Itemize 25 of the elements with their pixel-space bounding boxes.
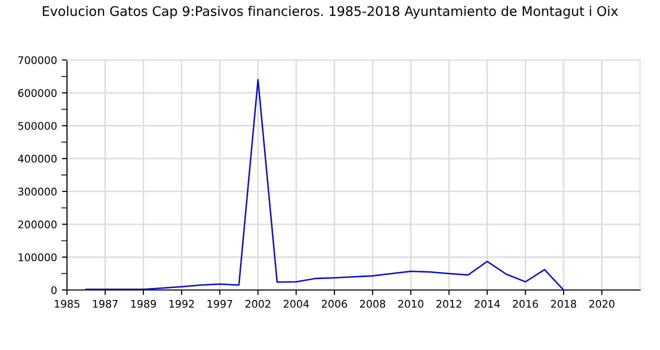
y-tick-label: 600000 bbox=[18, 89, 57, 97]
x-tick-label: 1985 bbox=[54, 300, 80, 308]
x-tick-label: 2012 bbox=[436, 300, 462, 308]
x-tick-label: 1987 bbox=[93, 300, 118, 308]
y-tick-label: 0 bbox=[51, 286, 57, 294]
y-tick-label: 100000 bbox=[18, 253, 57, 262]
x-tick-label: 2020 bbox=[589, 300, 614, 308]
x-tick-label: 1989 bbox=[131, 300, 156, 308]
x-tick-label: 2014 bbox=[474, 300, 500, 308]
x-tick-label: 2004 bbox=[284, 300, 309, 308]
line-series bbox=[85, 79, 564, 290]
y-tick-label: 200000 bbox=[18, 220, 57, 228]
x-tick-label: 1992 bbox=[169, 300, 194, 308]
x-tick-label: 2010 bbox=[398, 300, 424, 308]
y-tick-label: 500000 bbox=[18, 122, 57, 130]
x-tick-label: 2008 bbox=[360, 300, 386, 308]
y-tick-label: 700000 bbox=[18, 56, 57, 64]
x-tick-label: 2016 bbox=[512, 300, 538, 308]
x-tick-label: 1997 bbox=[208, 300, 232, 308]
x-tick-label: 2018 bbox=[551, 300, 576, 308]
y-tick-label: 300000 bbox=[18, 188, 57, 196]
x-tick-label: 2006 bbox=[322, 300, 347, 308]
y-tick-label: 400000 bbox=[18, 154, 57, 163]
x-tick-label: 2002 bbox=[246, 300, 270, 308]
chart-title: Evolucion Gatos Cap 9:Pasivos financieros. 1985-2018 Ayuntamiento de Montagut i Oix bbox=[42, 6, 618, 19]
